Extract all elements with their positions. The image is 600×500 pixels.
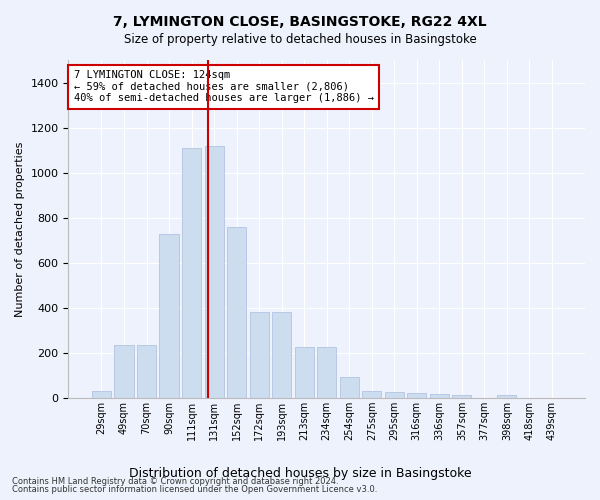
- Text: 7 LYMINGTON CLOSE: 124sqm
← 59% of detached houses are smaller (2,806)
40% of se: 7 LYMINGTON CLOSE: 124sqm ← 59% of detac…: [74, 70, 374, 103]
- Bar: [92, 391, 111, 398]
- Bar: [430, 394, 449, 398]
- Bar: [362, 391, 382, 398]
- Bar: [137, 345, 156, 398]
- Text: Distribution of detached houses by size in Basingstoke: Distribution of detached houses by size …: [128, 468, 472, 480]
- Text: 7, LYMINGTON CLOSE, BASINGSTOKE, RG22 4XL: 7, LYMINGTON CLOSE, BASINGSTOKE, RG22 4X…: [113, 15, 487, 29]
- Bar: [227, 226, 246, 398]
- Bar: [295, 347, 314, 398]
- Text: Contains HM Land Registry data © Crown copyright and database right 2024.: Contains HM Land Registry data © Crown c…: [12, 476, 338, 486]
- Text: Contains public sector information licensed under the Open Government Licence v3: Contains public sector information licen…: [12, 486, 377, 494]
- Bar: [115, 345, 134, 398]
- Bar: [317, 347, 336, 398]
- Text: Size of property relative to detached houses in Basingstoke: Size of property relative to detached ho…: [124, 32, 476, 46]
- Bar: [340, 378, 359, 398]
- Bar: [182, 148, 201, 398]
- Bar: [272, 312, 291, 398]
- Bar: [205, 146, 224, 398]
- Bar: [250, 312, 269, 398]
- Bar: [452, 396, 472, 398]
- Bar: [160, 234, 179, 398]
- Bar: [407, 393, 427, 398]
- Bar: [497, 396, 517, 398]
- Y-axis label: Number of detached properties: Number of detached properties: [15, 141, 25, 316]
- Bar: [385, 392, 404, 398]
